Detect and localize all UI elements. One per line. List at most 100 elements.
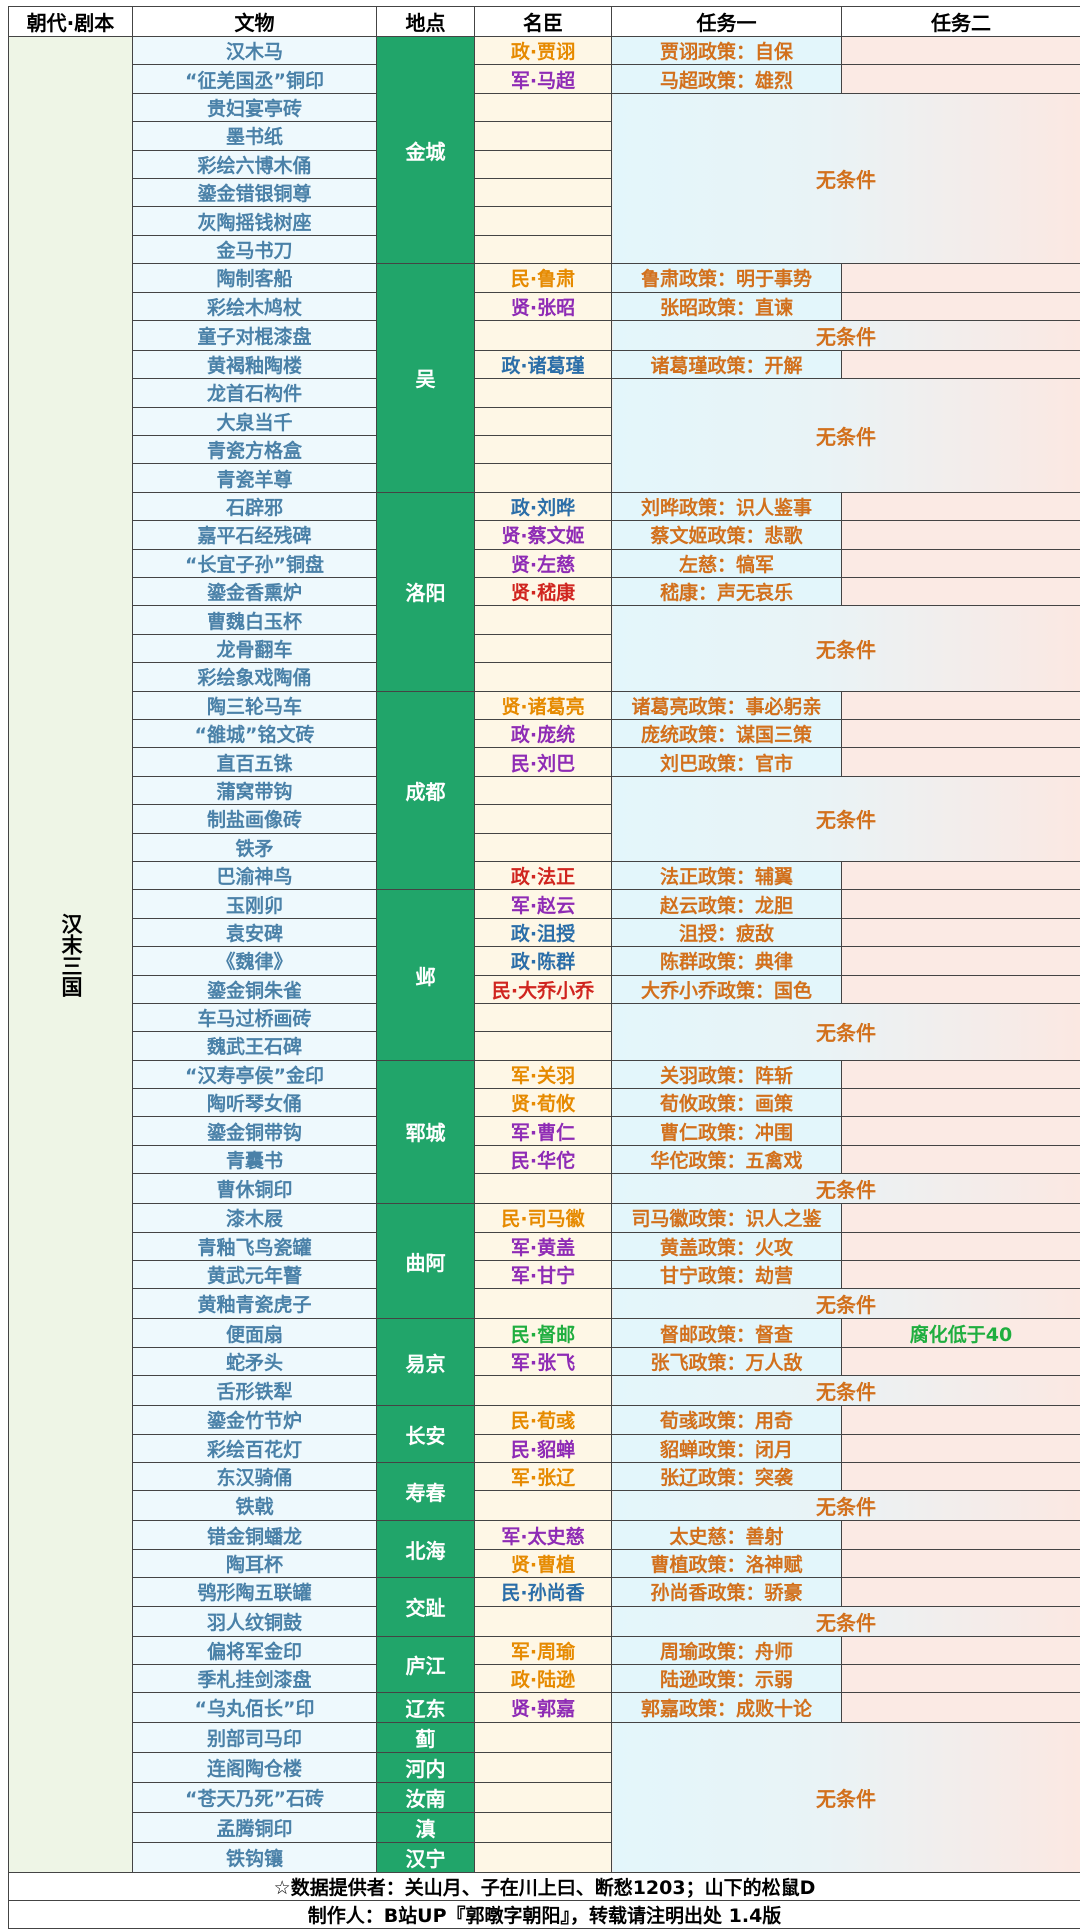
minister-cell: 政·沮授 — [475, 918, 612, 946]
task-two-cell — [842, 1549, 1080, 1577]
task-two-cell — [842, 719, 1080, 747]
table-row: 黄武元年瞽军·甘宁甘宁政策：劫营 — [9, 1261, 1080, 1289]
minister-cell — [475, 150, 612, 178]
minister-cell — [475, 805, 612, 833]
location-cell: 交趾 — [377, 1578, 475, 1636]
minister-cell — [475, 407, 612, 435]
minister-cell: 贤·嵇康 — [475, 578, 612, 606]
relic-cell: 鎏金错银铜尊 — [133, 178, 377, 206]
relic-cell: 陶三轮马车 — [133, 691, 377, 719]
table-row: 错金铜蟠龙北海军·太史慈太史慈：善射 — [9, 1521, 1080, 1549]
relic-cell: 孟腾铜印 — [133, 1813, 377, 1843]
header-minister: 名臣 — [475, 7, 612, 37]
relic-cell: 龙首石构件 — [133, 379, 377, 407]
relic-cell: 鸮形陶五联罐 — [133, 1578, 377, 1606]
task-one-cell: 诸葛亮政策：事必躬亲 — [612, 691, 842, 719]
task-one-cell: 大乔小乔政策：国色 — [612, 975, 842, 1003]
relic-cell: 漆木屐 — [133, 1204, 377, 1232]
relic-cell: 鎏金铜带钩 — [133, 1117, 377, 1145]
no-condition-cell: 无条件 — [612, 1289, 1080, 1319]
relic-cell: 曹休铜印 — [133, 1174, 377, 1204]
minister-cell: 军·周瑜 — [475, 1636, 612, 1664]
task-two-cell — [842, 292, 1080, 320]
table-row: 东汉骑俑寿春军·张辽张辽政策：突袭 — [9, 1462, 1080, 1490]
table-row: 嘉平石经残碑贤·蔡文姬蔡文姬政策：悲歌 — [9, 521, 1080, 549]
dynasty-cell: 汉末三国 — [9, 37, 133, 1873]
task-two-cell — [842, 918, 1080, 946]
task-two-cell — [842, 1462, 1080, 1490]
header-location: 地点 — [377, 7, 475, 37]
minister-cell: 民·华佗 — [475, 1145, 612, 1173]
task-one-cell: 蔡文姬政策：悲歌 — [612, 521, 842, 549]
minister-cell: 军·太史慈 — [475, 1521, 612, 1549]
relic-cell: 黄釉青瓷虎子 — [133, 1289, 377, 1319]
table-row: 袁安碑政·沮授沮授：疲敌 — [9, 918, 1080, 946]
relic-cell: 铁戟 — [133, 1491, 377, 1521]
task-two-cell — [842, 1261, 1080, 1289]
table-row: “雒城”铭文砖政·庞统庞统政策：谋国三策 — [9, 719, 1080, 747]
task-one-cell: 司马徽政策：识人之鉴 — [612, 1204, 842, 1232]
table-row: 曹魏白玉杯无条件 — [9, 606, 1080, 634]
task-two-cell: 腐化低于40 — [842, 1319, 1080, 1347]
minister-cell: 贤·张昭 — [475, 292, 612, 320]
table-body: 汉末三国汉木马金城政·贾诩贾诩政策：自保“征羌国丞”铜印军·马超马超政策：雄烈贵… — [9, 37, 1080, 1873]
table-row: 漆木屐曲阿民·司马徽司马徽政策：识人之鉴 — [9, 1204, 1080, 1232]
relic-table: 朝代·剧本 文物 地点 名臣 任务一 任务二 汉末三国汉木马金城政·贾诩贾诩政策… — [8, 6, 1080, 1929]
minister-cell — [475, 379, 612, 407]
relic-cell: 魏武王石碑 — [133, 1032, 377, 1060]
minister-cell — [475, 93, 612, 121]
table-row: 《魏律》政·陈群陈群政策：典律 — [9, 947, 1080, 975]
table-row: “汉寿亭侯”金印郓城军·关羽关羽政策：阵斩 — [9, 1060, 1080, 1088]
location-cell: 寿春 — [377, 1462, 475, 1520]
minister-cell: 政·法正 — [475, 861, 612, 889]
task-two-cell — [842, 691, 1080, 719]
minister-cell — [475, 663, 612, 691]
task-one-cell: 鲁肃政策：明于事势 — [612, 264, 842, 292]
minister-cell — [475, 207, 612, 235]
relic-cell: 彩绘百花灯 — [133, 1434, 377, 1462]
author-line: 制作人：B站UP『郭暾字朝阳』，转载请注明出处 1.4版 — [9, 1901, 1080, 1929]
relic-cell: 黄武元年瞽 — [133, 1261, 377, 1289]
location-cell: 蓟 — [377, 1723, 475, 1753]
minister-cell: 政·庞统 — [475, 719, 612, 747]
relic-cell: 巴渝神鸟 — [133, 861, 377, 889]
task-one-cell: 张昭政策：直谏 — [612, 292, 842, 320]
table-row: 铁戟无条件 — [9, 1491, 1080, 1521]
task-two-cell — [842, 521, 1080, 549]
relic-mission-sheet: 朝代·剧本 文物 地点 名臣 任务一 任务二 汉末三国汉木马金城政·贾诩贾诩政策… — [8, 6, 1080, 1929]
minister-cell — [475, 464, 612, 492]
table-row: 黄釉青瓷虎子 无条件 — [9, 1289, 1080, 1319]
minister-cell — [475, 1174, 612, 1204]
location-cell: 吴 — [377, 264, 475, 493]
header-task-two: 任务二 — [842, 7, 1080, 37]
location-cell: 河内 — [377, 1753, 475, 1783]
relic-cell: 偏将军金印 — [133, 1636, 377, 1664]
relic-cell: “汉寿亭侯”金印 — [133, 1060, 377, 1088]
table-row: 季札挂剑漆盘政·陆逊陆逊政策：示弱 — [9, 1664, 1080, 1692]
table-row: 龙首石构件无条件 — [9, 379, 1080, 407]
no-condition-cell: 无条件 — [612, 776, 1080, 861]
minister-cell: 民·刘巴 — [475, 748, 612, 776]
task-two-cell — [842, 1664, 1080, 1692]
location-cell: 郓城 — [377, 1060, 475, 1204]
relic-cell: 陶听琴女俑 — [133, 1089, 377, 1117]
task-one-cell: 郭嘉政策：成败十论 — [612, 1693, 842, 1723]
task-one-cell: 嵇康：声无哀乐 — [612, 578, 842, 606]
task-two-cell — [842, 1060, 1080, 1088]
relic-cell: 便面扇 — [133, 1319, 377, 1347]
task-one-cell: 督邮政策：督查 — [612, 1319, 842, 1347]
minister-cell — [475, 1032, 612, 1060]
no-condition-cell: 无条件 — [612, 1723, 1080, 1873]
no-condition-cell: 无条件 — [612, 606, 1080, 691]
minister-cell: 政·陈群 — [475, 947, 612, 975]
table-row: 汉末三国汉木马金城政·贾诩贾诩政策：自保 — [9, 37, 1080, 65]
minister-cell — [475, 178, 612, 206]
task-two-cell — [842, 1347, 1080, 1375]
task-two-cell — [842, 492, 1080, 520]
minister-cell: 政·贾诩 — [475, 37, 612, 65]
task-two-cell — [842, 264, 1080, 292]
minister-cell — [475, 833, 612, 861]
table-row: 陶制客船吴民·鲁肃鲁肃政策：明于事势 — [9, 264, 1080, 292]
relic-cell: 铁矛 — [133, 833, 377, 861]
relic-cell: 鎏金香熏炉 — [133, 578, 377, 606]
